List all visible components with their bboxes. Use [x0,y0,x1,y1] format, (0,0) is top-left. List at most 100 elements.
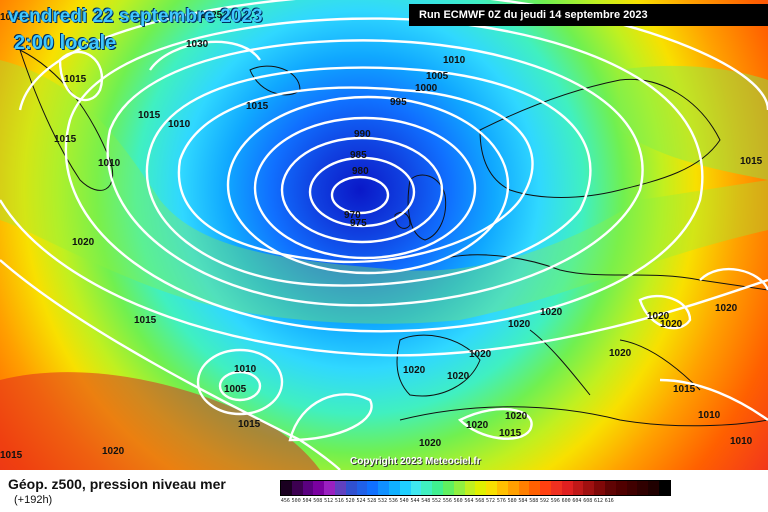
scale-tick-label: 508 [313,498,323,504]
isobar-1015-se [659,378,768,421]
scale-tick-label: 580 [507,498,517,504]
isobar-975 [308,156,416,228]
scale-tick-label: 532 [378,498,388,504]
isobar-1020-sw [288,393,373,442]
isobar-1020-balkan [638,294,692,330]
isobar-label: 1015 [134,315,157,326]
britain-coast [407,174,447,241]
scale-swatch [421,481,433,495]
scale-tick-label: 520 [345,498,355,504]
isobar-985 [253,116,477,260]
coastlines [19,49,768,427]
isobar-1030-north [149,40,261,71]
scale-swatch [281,481,292,495]
isobar-label: 1020 [660,319,683,330]
isobar-label: 1000 [415,83,438,94]
isobar-label: 1020 [72,237,95,248]
copyright-text: Copyright 2023 Meteociel.fr [350,456,481,467]
isobar-label: 1020 [447,371,470,382]
scale-tick-label: 552 [432,498,442,504]
scale-tick-label: 504 [302,498,312,504]
scale-tick-label: 500 [291,498,301,504]
north-africa-coast [399,406,768,427]
isobar-label: 1020 [609,348,632,359]
scale-swatch [378,481,389,495]
isobar-label: 990 [354,129,371,140]
scale-swatch [529,481,541,495]
map-parameter-title: Géop. z500, pression niveau mer [8,476,226,492]
scale-tick-label: 548 [421,498,431,504]
scale-tick-label: 528 [367,498,377,504]
isobar-1015-south [0,199,768,357]
iberia-coast [396,334,481,397]
isobar-label: 970 [344,210,361,221]
scale-swatch [388,481,400,495]
isobar-label: 985 [350,150,367,161]
isobar-label: 1015 [238,419,261,430]
isobar-1010-low [196,348,284,416]
isobar-label: 1015 [499,428,522,439]
isobar-label: 1020 [466,420,489,431]
scale-tick-label: 564 [464,498,474,504]
green-band [0,60,768,324]
scale-swatch [313,481,325,495]
isobar-label: 1015 [64,74,87,85]
scale-swatch [518,481,530,495]
scale-tick-label: 592 [540,498,550,504]
scale-tick-label: 560 [453,498,463,504]
scale-swatch [324,481,335,495]
scale-swatch [583,481,595,495]
isobar-label: 1015 [673,384,696,395]
isobar-label: 1025 [200,10,223,21]
run-info-banner: Run ECMWF 0Z du jeudi 14 septembre 2023 [409,4,768,26]
isobar-label: 1005 [426,71,449,82]
scale-tick-label: 604 [572,498,582,504]
isobar-label: 1015 [246,101,269,112]
scale-tick-label [615,498,626,504]
scale-tick-label: 616 [604,498,614,504]
isobar-label: 1010 [730,436,753,447]
scale-tick-label [647,498,658,504]
isobar-1010 [64,17,704,333]
isobars [0,0,768,470]
isobar-label: 1015 [740,156,763,167]
scale-swatch [604,481,616,495]
isobar-label: 1020 [505,411,528,422]
scale-tick-label: 536 [388,498,398,504]
scale-swatch [345,481,357,495]
isobar-label: 1020 [469,349,492,360]
weather-map: 1030 1025 1010 1015 1015 1010 1015 1010 … [0,0,768,470]
scale-tick-label: 568 [475,498,485,504]
scale-swatch [410,481,422,495]
ireland-coast [394,212,411,229]
scale-swatch [399,481,411,495]
isobar-label: 1010 [234,364,257,375]
isobar-label: 1020 [419,438,442,449]
isobar-label: 980 [352,166,369,177]
isobar-1005 [106,39,644,307]
isobar-995 [177,86,534,264]
legend-footer: Géop. z500, pression niveau mer (+192h) … [0,470,768,512]
scale-swatch [658,481,670,495]
isobar-label: 1010 [98,158,121,169]
scale-swatch [453,481,465,495]
scale-swatch [615,481,627,495]
scale-swatch [496,481,508,495]
scale-swatch [648,481,659,495]
scale-swatch [334,481,346,495]
scale-swatch [302,481,314,495]
color-scale-bar [280,480,671,496]
pressure-map-canvas: 1030 1025 1010 1015 1015 1010 1015 1010 … [0,0,768,470]
scale-swatch [464,481,476,495]
isobar-labels: 1030 1025 1010 1015 1015 1010 1015 1010 … [0,10,763,461]
isobar-990 [226,95,510,275]
isobar-label: 995 [390,97,407,108]
isobar-1020-east [699,267,768,291]
scale-tick-label: 576 [496,498,506,504]
scale-swatch [637,481,649,495]
isobar-label: 1020 [715,303,738,314]
isobar-label: 1020 [102,446,125,457]
isobar-label: 1020 [403,365,426,376]
scale-tick-label [636,498,647,504]
isobar-label: 1030 [186,39,209,50]
